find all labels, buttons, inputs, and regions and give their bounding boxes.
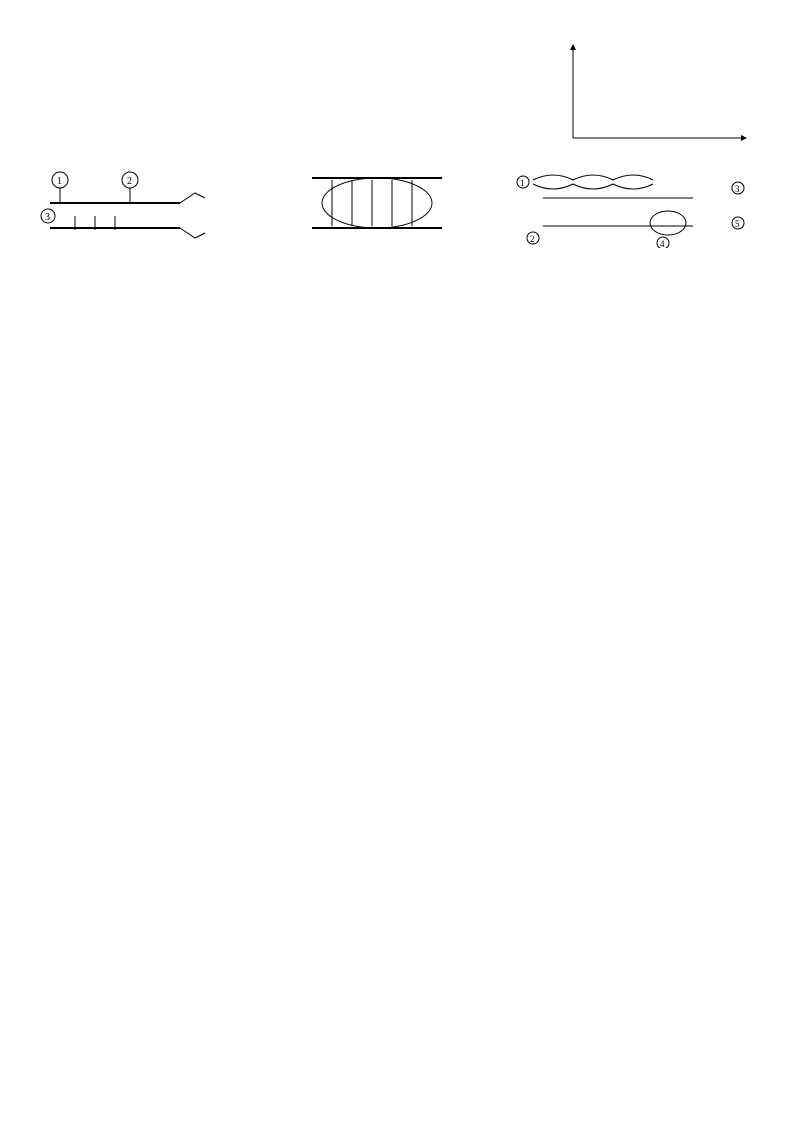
diagram-bing: 1 3 5 4 2	[513, 168, 753, 248]
diagram-jia: 1 2 3	[40, 168, 220, 248]
diagram-yi	[282, 168, 452, 248]
q2-bar-chart	[543, 38, 753, 158]
svg-text:4: 4	[660, 239, 665, 248]
svg-text:1: 1	[520, 178, 525, 188]
q4-diagrams: 1 2 3	[40, 168, 753, 257]
q6-stem	[40, 265, 753, 286]
svg-text:2: 2	[127, 176, 132, 187]
svg-text:3: 3	[45, 212, 50, 223]
svg-text:5: 5	[735, 219, 740, 229]
svg-text:1: 1	[57, 176, 62, 187]
svg-text:3: 3	[735, 184, 740, 194]
svg-text:2: 2	[530, 234, 535, 244]
